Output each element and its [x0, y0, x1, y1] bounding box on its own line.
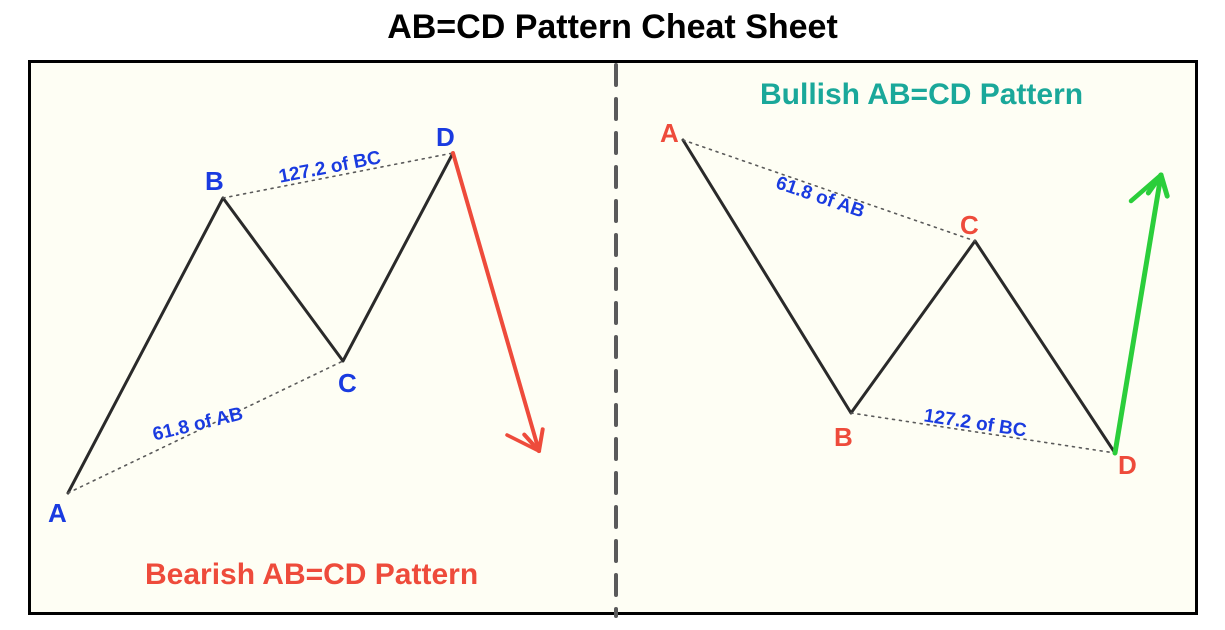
bullish-pattern-title: Bullish AB=CD Pattern — [760, 78, 1083, 112]
bullish-point-d-label: D — [1118, 450, 1137, 481]
bearish-pattern-title: Bearish AB=CD Pattern — [145, 558, 478, 592]
bullish-point-a-label: A — [660, 118, 679, 149]
bearish-point-b-label: B — [205, 166, 224, 197]
bearish-point-d-label: D — [436, 122, 455, 153]
diagram-panel — [28, 60, 1198, 615]
bullish-point-c-label: C — [960, 210, 979, 241]
bullish-pattern-line — [683, 140, 1115, 453]
bearish-point-a-label: A — [48, 498, 67, 529]
bullish-point-b-label: B — [834, 422, 853, 453]
bearish-point-c-label: C — [338, 368, 357, 399]
bearish-pattern-line — [68, 153, 453, 493]
